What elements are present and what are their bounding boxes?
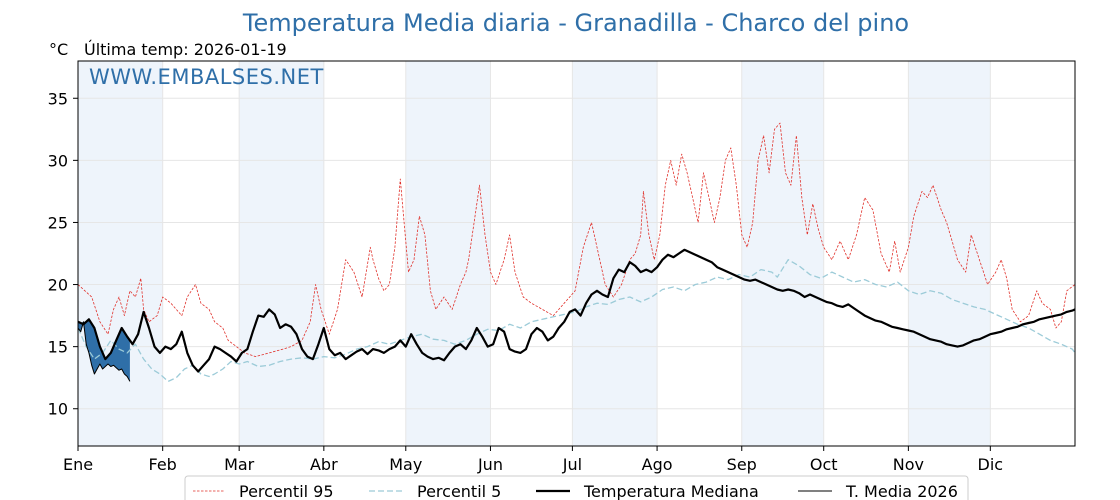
x-axis: Ene Feb Mar Abr May Jun Jul Ago Sep Oct Nov Dic bbox=[63, 446, 1003, 474]
legend-label-p95: Percentil 95 bbox=[239, 482, 334, 500]
y-tick-label-15: 15 bbox=[48, 338, 68, 357]
x-tick-label-may: May bbox=[389, 455, 422, 474]
y-tick-label-10: 10 bbox=[48, 400, 68, 419]
x-tick-label-sep: Sep bbox=[727, 455, 757, 474]
month-band-ene bbox=[78, 61, 163, 446]
month-band-sep bbox=[741, 61, 824, 446]
grid-lines bbox=[77, 61, 1075, 446]
current-year-fill bbox=[78, 319, 130, 382]
x-tick-label-ago: Ago bbox=[642, 455, 673, 474]
plot-frame bbox=[77, 60, 1076, 447]
x-tick-label-feb: Feb bbox=[149, 455, 177, 474]
month-band-jul bbox=[572, 61, 658, 446]
legend-box bbox=[184, 475, 969, 500]
month-band-may bbox=[405, 61, 491, 446]
x-tick-label-dic: Dic bbox=[978, 455, 1004, 474]
last-temp-label: Última temp: 2026-01-19 bbox=[84, 40, 287, 59]
watermark: WWW.EMBALSES.NET bbox=[89, 65, 324, 89]
x-tick-label-jul: Jul bbox=[562, 455, 582, 474]
series-temperatura-mediana bbox=[77, 248, 1076, 373]
y-tick-label-20: 20 bbox=[48, 276, 68, 295]
legend: Percentil 95 Percentil 5 Temperatura Med… bbox=[184, 475, 969, 500]
x-tick-label-ene: Ene bbox=[63, 455, 93, 474]
series-t-media-2026 bbox=[77, 321, 131, 382]
month-band-nov bbox=[908, 61, 991, 446]
y-unit-label: °C bbox=[49, 40, 68, 59]
series-percentil-5 bbox=[77, 259, 1076, 383]
y-tick-label-25: 25 bbox=[48, 213, 68, 232]
series-percentil-95 bbox=[77, 122, 1076, 357]
y-tick-label-35: 35 bbox=[48, 89, 68, 108]
x-tick-label-nov: Nov bbox=[893, 455, 924, 474]
legend-label-p5: Percentil 5 bbox=[417, 482, 501, 500]
month-band-mar bbox=[239, 61, 324, 446]
x-tick-label-abr: Abr bbox=[310, 455, 338, 474]
legend-label-median: Temperatura Mediana bbox=[583, 482, 759, 500]
x-tick-label-jun: Jun bbox=[477, 455, 503, 474]
series-lines bbox=[77, 122, 1076, 383]
legend-label-current: T. Media 2026 bbox=[845, 482, 958, 500]
y-axis: 10 15 20 25 30 35 bbox=[48, 89, 78, 419]
month-bands bbox=[78, 61, 991, 446]
y-tick-label-30: 30 bbox=[48, 151, 68, 170]
x-tick-label-mar: Mar bbox=[224, 455, 255, 474]
current-year-area bbox=[78, 319, 130, 382]
x-tick-label-oct: Oct bbox=[810, 455, 838, 474]
chart-title: Temperatura Media diaria - Granadilla - … bbox=[242, 9, 909, 37]
